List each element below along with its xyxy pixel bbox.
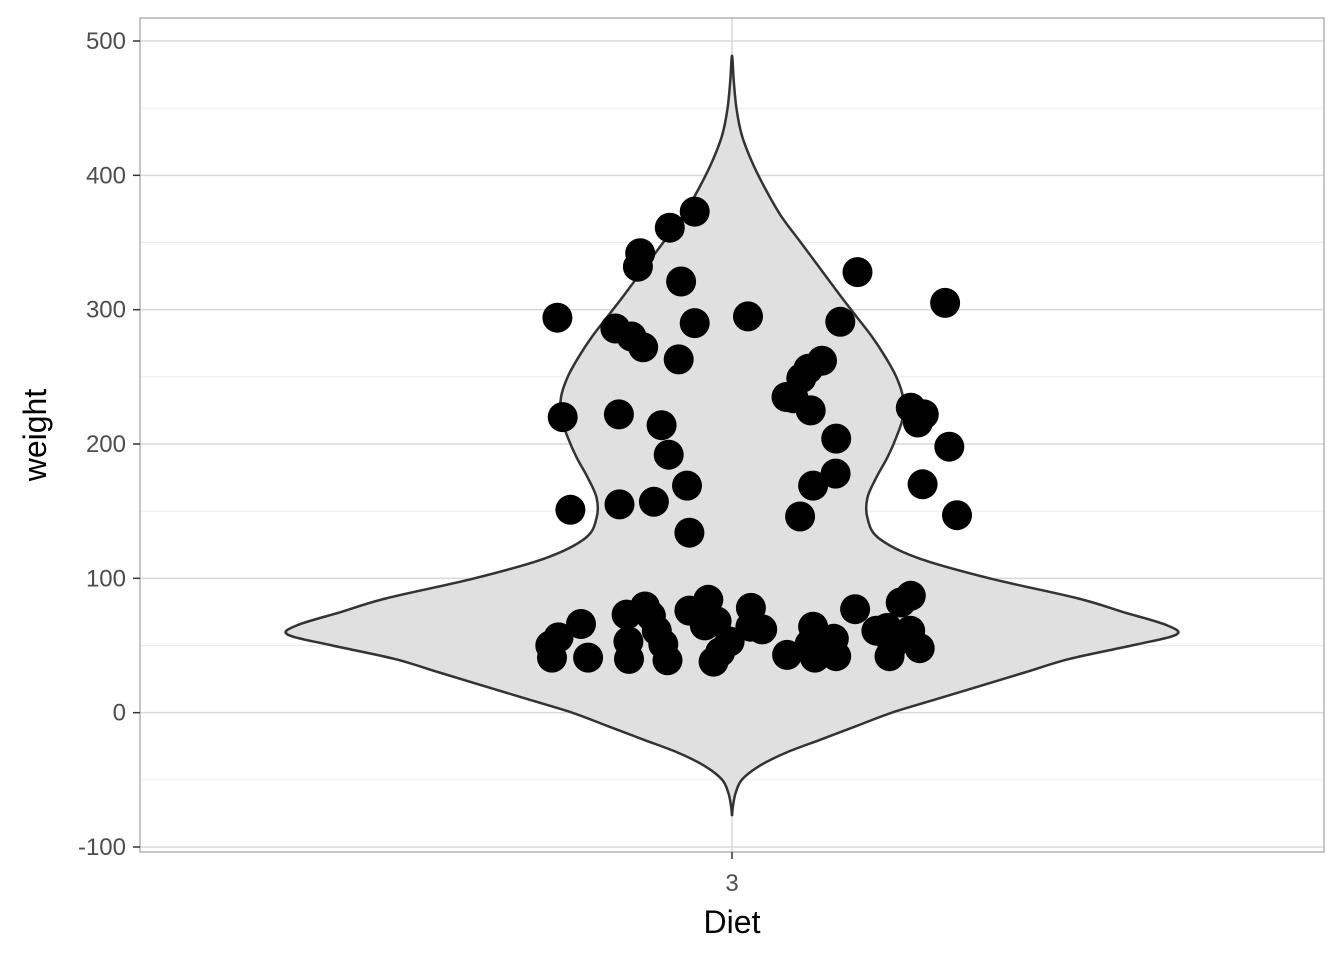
- data-point: [603, 399, 634, 430]
- data-point: [566, 609, 596, 639]
- data-point: [672, 470, 702, 501]
- y-axis-ticks: -100 0 100 200 300 400 500: [78, 28, 140, 861]
- data-point: [666, 266, 697, 297]
- data-point: [785, 501, 816, 532]
- data-point: [821, 423, 852, 454]
- data-point: [747, 614, 778, 645]
- data-point: [895, 580, 926, 611]
- data-point: [646, 410, 677, 441]
- data-point: [842, 257, 873, 288]
- data-point: [654, 212, 685, 243]
- data-point: [820, 458, 851, 489]
- data-point: [799, 642, 830, 673]
- data-point: [628, 332, 659, 363]
- y-tick-label: 500: [86, 28, 126, 55]
- y-tick-label: 0: [113, 700, 126, 727]
- data-point: [934, 431, 965, 462]
- data-point: [930, 287, 961, 318]
- data-point: [908, 399, 939, 430]
- data-point: [798, 470, 829, 501]
- data-point: [840, 594, 871, 625]
- data-point: [907, 469, 938, 500]
- data-point: [555, 494, 586, 525]
- data-points: [535, 196, 972, 677]
- x-axis-ticks: 3: [725, 852, 739, 897]
- y-tick-label: -100: [78, 834, 126, 861]
- y-axis-title: weight: [17, 389, 53, 483]
- data-point: [821, 641, 852, 672]
- data-point: [625, 238, 656, 269]
- data-point: [542, 302, 573, 333]
- y-tick-label: 400: [86, 162, 126, 189]
- y-tick-label: 100: [86, 565, 126, 592]
- data-point: [653, 439, 684, 470]
- data-point: [772, 639, 803, 670]
- violin-layer: [284, 54, 1180, 817]
- data-point: [638, 486, 669, 517]
- data-point: [652, 645, 683, 676]
- x-tick-label: 3: [725, 870, 738, 897]
- data-point: [604, 489, 635, 520]
- data-point: [543, 622, 574, 653]
- y-tick-label: 200: [86, 431, 126, 458]
- data-point: [674, 517, 705, 548]
- data-point: [714, 626, 745, 657]
- x-axis-title: Diet: [704, 904, 761, 940]
- violin-shape: [284, 54, 1180, 817]
- data-point: [679, 308, 710, 339]
- data-point: [733, 301, 763, 332]
- data-point: [942, 500, 972, 531]
- data-point: [904, 633, 935, 664]
- data-point: [663, 344, 694, 375]
- y-tick-label: 300: [86, 297, 126, 324]
- data-point: [614, 643, 644, 674]
- data-point: [825, 306, 856, 337]
- data-point: [795, 395, 826, 426]
- data-point: [547, 402, 578, 433]
- data-point: [679, 196, 710, 227]
- data-point: [573, 642, 604, 673]
